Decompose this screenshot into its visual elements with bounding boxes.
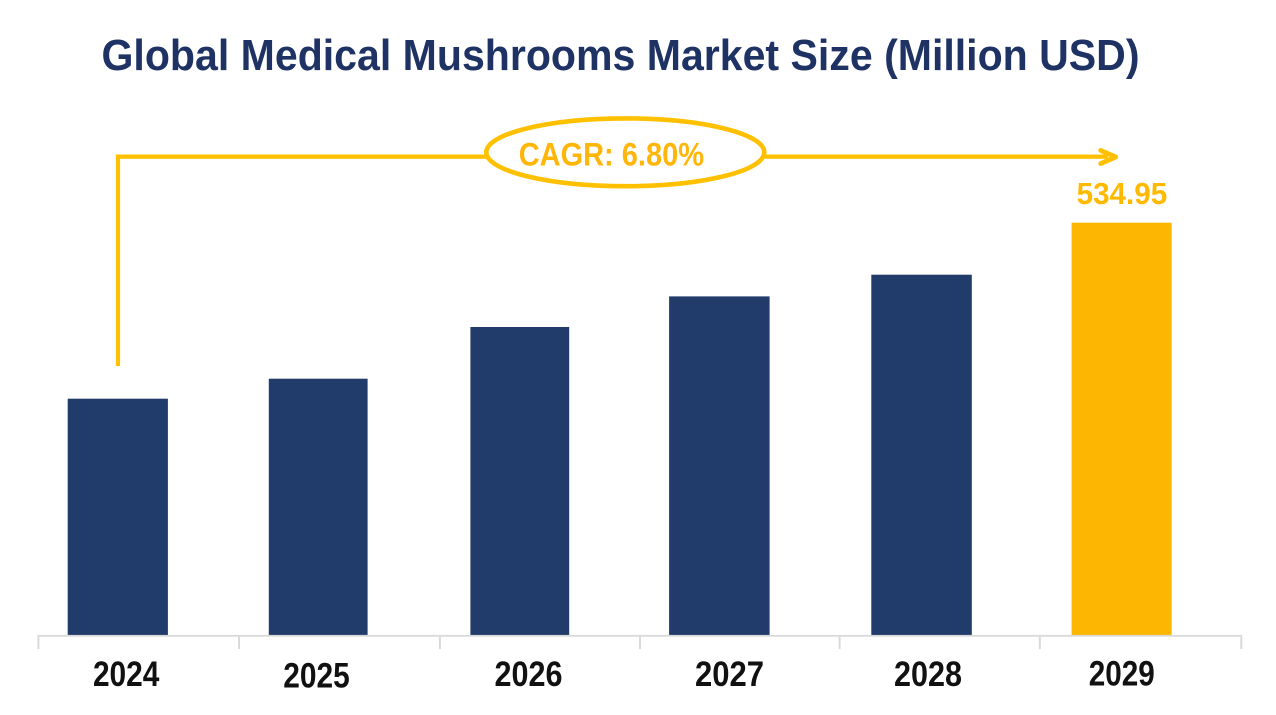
svg-text:2028: 2028 — [894, 655, 962, 694]
svg-text:CAGR: 6.80%: CAGR: 6.80% — [519, 137, 704, 173]
svg-text:2026: 2026 — [495, 655, 563, 694]
svg-text:2024: 2024 — [93, 655, 160, 694]
svg-text:2027: 2027 — [695, 655, 764, 694]
svg-text:2029: 2029 — [1089, 655, 1155, 694]
svg-text:Global Medical Mushrooms Marke: Global Medical Mushrooms Market Size (Mi… — [102, 31, 1140, 80]
svg-text:2025: 2025 — [283, 657, 350, 696]
svg-text:534.95: 534.95 — [1077, 176, 1168, 211]
